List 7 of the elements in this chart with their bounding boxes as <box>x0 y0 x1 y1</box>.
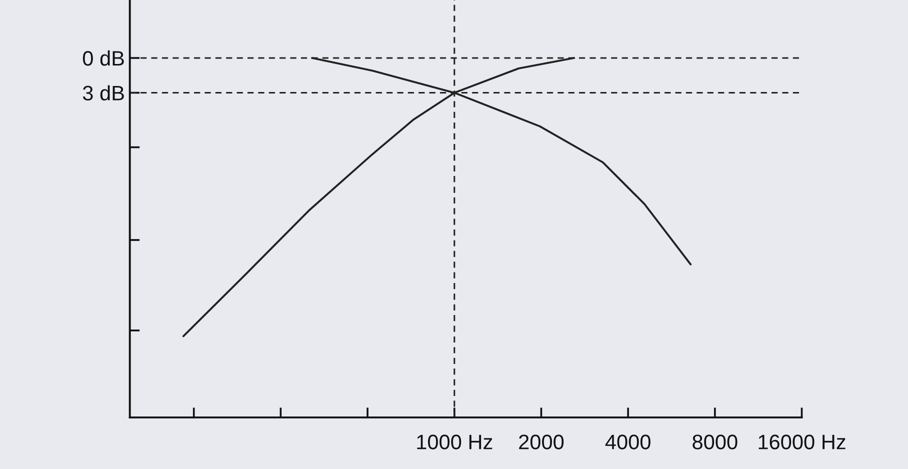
y-tick-label: 0 dB <box>82 50 124 66</box>
x-tick-label: 4000 <box>605 434 650 450</box>
x-tick-label: 8000 <box>692 434 738 450</box>
x-tick-label: 2000 <box>519 434 564 450</box>
y-tick-label: 3 dB <box>82 85 124 101</box>
x-tick-label: 16000 Hz <box>758 434 846 450</box>
x-tick-label: 1000 Hz <box>417 434 492 450</box>
